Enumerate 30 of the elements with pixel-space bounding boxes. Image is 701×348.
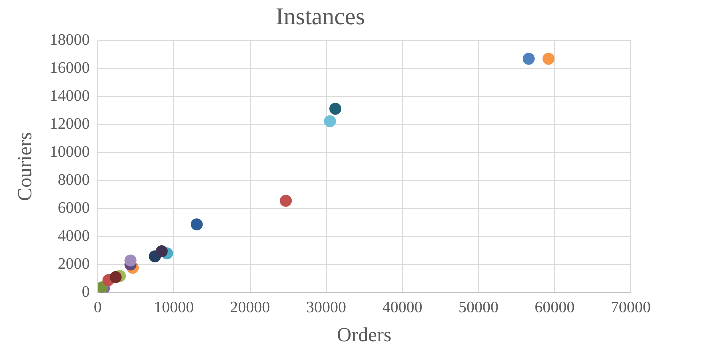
point bbox=[330, 102, 342, 115]
y-tick-label: 14000 bbox=[50, 88, 90, 106]
point bbox=[522, 53, 535, 65]
x-tick-label: 70000 bbox=[611, 300, 651, 317]
point bbox=[542, 53, 555, 65]
y-tick-label: 6000 bbox=[58, 200, 90, 218]
y-tick-label: 16000 bbox=[50, 60, 90, 78]
y-tick-label: 4000 bbox=[58, 228, 90, 246]
y-tick-label: 0 bbox=[82, 284, 90, 302]
y-tick-label: 12000 bbox=[50, 116, 90, 134]
y-tick-label: 2000 bbox=[58, 256, 90, 274]
x-tick-label: 30000 bbox=[306, 300, 346, 317]
point bbox=[124, 254, 137, 267]
point bbox=[156, 246, 168, 258]
x-tick-label: 50000 bbox=[458, 300, 499, 317]
point bbox=[110, 271, 122, 284]
point bbox=[190, 218, 203, 231]
y-tick-label: 18000 bbox=[50, 32, 90, 50]
x-tick-label: 10000 bbox=[154, 300, 194, 317]
point bbox=[280, 194, 292, 207]
x-tick-label: 40000 bbox=[382, 300, 423, 317]
y-axis-title: Couriers bbox=[14, 132, 36, 202]
y-tick-label: 8000 bbox=[58, 172, 90, 190]
point bbox=[324, 115, 336, 128]
y-tick-label: 10000 bbox=[50, 144, 90, 162]
x-tick-label: 0 bbox=[94, 300, 102, 317]
chart-title: Instances bbox=[276, 4, 366, 31]
x-axis-title: Orders bbox=[337, 324, 392, 346]
x-tick-label: 60000 bbox=[534, 300, 575, 317]
x-tick-label: 20000 bbox=[230, 300, 270, 317]
